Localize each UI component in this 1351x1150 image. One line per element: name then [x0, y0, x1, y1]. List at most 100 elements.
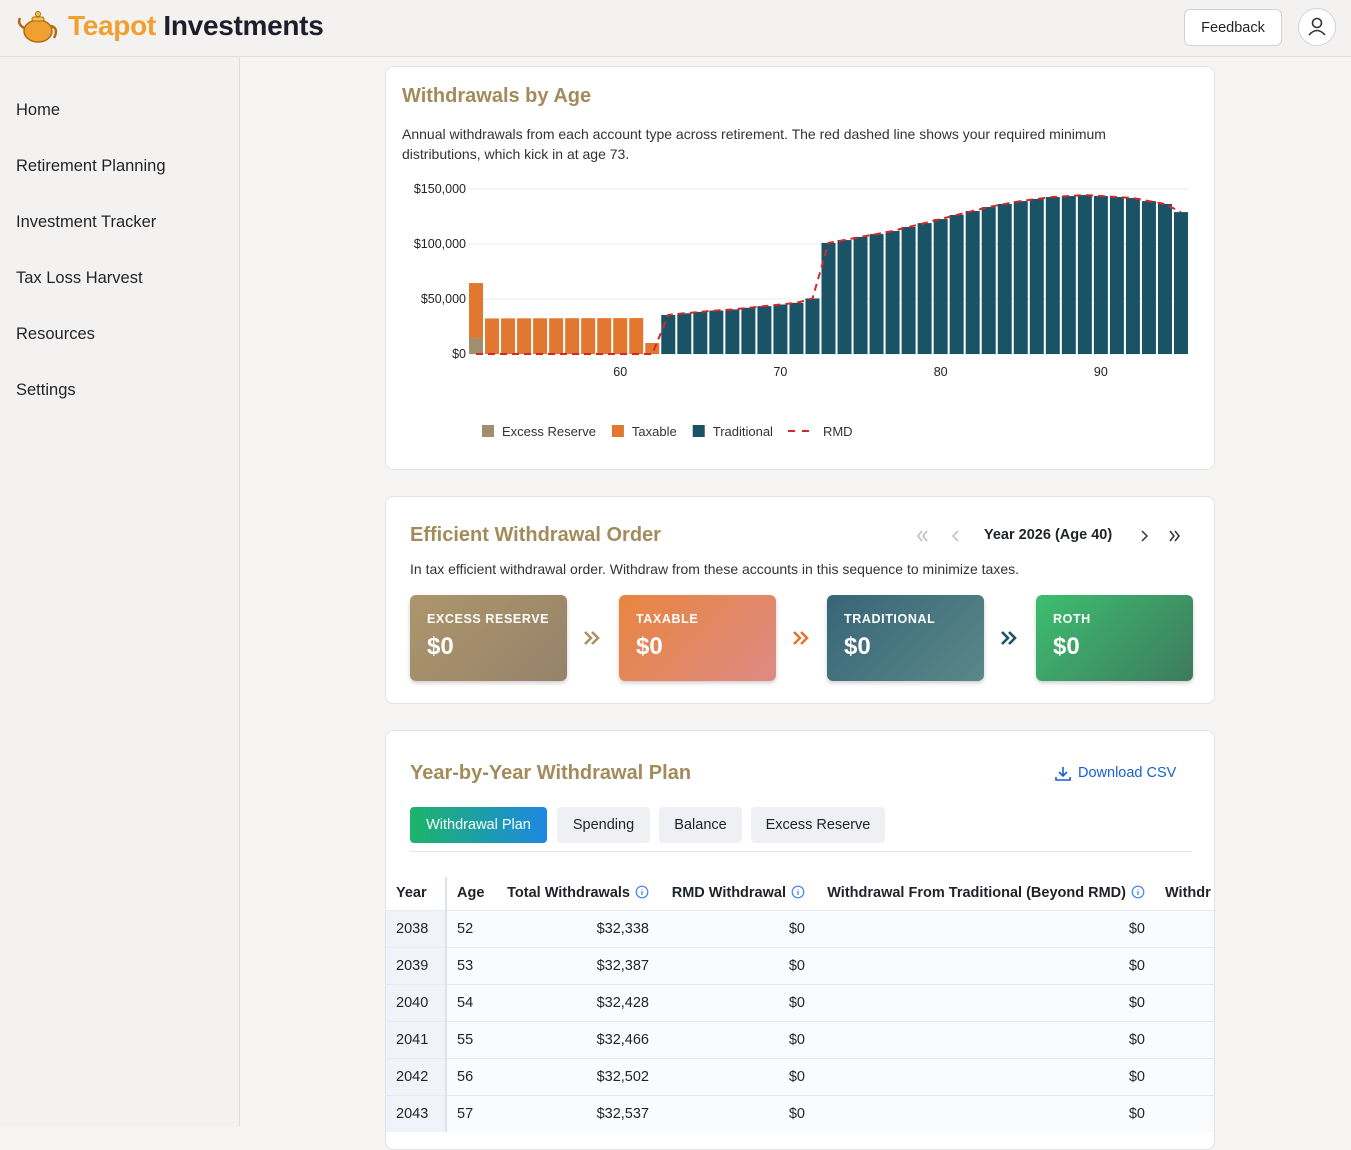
brand-second: Investments	[163, 10, 324, 41]
bar-segment	[1109, 197, 1124, 354]
bar-segment	[981, 207, 996, 354]
info-icon[interactable]	[1131, 885, 1145, 899]
bar-segment	[645, 343, 660, 354]
tab[interactable]: Balance	[659, 807, 742, 843]
nav-item[interactable]: Home	[16, 101, 61, 119]
brand[interactable]: Teapot Investments	[68, 10, 324, 42]
bar-segment	[693, 311, 708, 354]
account-amount: $0	[427, 633, 454, 660]
legend-label: RMD	[823, 424, 853, 439]
column-header: Age	[446, 877, 491, 910]
table-cell	[1155, 1020, 1214, 1058]
account-amount: $0	[1053, 633, 1080, 660]
download-icon	[1055, 767, 1071, 781]
info-icon[interactable]	[635, 885, 649, 899]
table-cell: $32,537	[491, 1094, 659, 1132]
bar-segment	[965, 211, 980, 354]
bar-segment	[837, 240, 852, 354]
bar-segment	[469, 283, 484, 339]
order-arrow-path	[1001, 631, 1017, 645]
column-header: Total Withdrawals	[491, 877, 659, 910]
bar-segment	[549, 318, 564, 354]
nav-item[interactable]: Resources	[16, 325, 95, 343]
legend-swatch	[692, 425, 705, 437]
bar-segment	[1125, 198, 1140, 354]
account-card: TRADITIONAL $0	[827, 595, 984, 681]
plan-title: Year-by-Year Withdrawal Plan	[410, 762, 692, 784]
table-cell: 2040	[386, 983, 447, 1021]
nav-item[interactable]: Tax Loss Harvest	[16, 269, 143, 287]
table-cell: $0	[659, 1094, 815, 1132]
nav-item[interactable]: Settings	[16, 381, 76, 399]
bar-segment	[933, 219, 948, 354]
bar-segment	[773, 304, 788, 354]
bar-segment	[725, 309, 740, 354]
table-cell	[1155, 909, 1214, 947]
order-arrow	[793, 631, 809, 645]
table-cell: $32,466	[491, 1020, 659, 1058]
feedback-button[interactable]: Feedback	[1184, 9, 1282, 46]
table-cell: $32,428	[491, 983, 659, 1021]
plan-table: Year Age Total Withdrawals RMD Withdrawal Wi…	[386, 877, 1214, 1132]
bar-segment	[789, 302, 804, 354]
x-tick-label: 60	[613, 365, 627, 379]
table-cell: $0	[659, 1020, 815, 1058]
bar-segment	[485, 318, 500, 354]
tab[interactable]: Spending	[557, 807, 650, 843]
column-header-text: Total Withdrawals	[507, 885, 630, 902]
table-cell: $32,502	[491, 1057, 659, 1095]
table-body: 2038 52 $32,338 $0 $0 2039 53 $32,387 $0 $0 2040 54…	[386, 909, 1214, 1132]
table-cell: $0	[815, 983, 1155, 1021]
download-csv[interactable]: Download CSV	[1078, 765, 1177, 781]
table-cell: 2038	[386, 909, 447, 947]
bar-segment	[709, 310, 724, 354]
user-button[interactable]	[1298, 8, 1336, 46]
logo-icon	[17, 11, 58, 43]
table-cell: $0	[815, 1094, 1155, 1132]
info-circle	[635, 885, 649, 899]
tab-active[interactable]: Withdrawal Plan	[410, 807, 547, 843]
table-cell: 57	[446, 1094, 491, 1132]
column-header: Year	[386, 877, 447, 910]
bar-segment	[1157, 203, 1172, 354]
y-tick-label: $100,000	[414, 237, 466, 251]
column-header: RMD Withdrawal	[659, 877, 815, 910]
bar-segment	[469, 338, 484, 354]
info-icon[interactable]	[791, 885, 805, 899]
table-cell	[1155, 946, 1214, 984]
tab[interactable]: Excess Reserve	[751, 807, 885, 843]
column-header: Withdrawal From Traditional (Beyond RMD)	[815, 877, 1155, 910]
nav-item[interactable]: Investment Tracker	[16, 213, 157, 231]
table-row: 2039 53 $32,387 $0 $0	[386, 946, 1214, 984]
table-cell: 2042	[386, 1057, 447, 1095]
order-arrow-path	[793, 631, 809, 645]
bar-segment	[501, 318, 516, 354]
brand-first: Teapot	[68, 10, 156, 41]
account-label: TRADITIONAL	[844, 612, 936, 626]
table-row: 2041 55 $32,466 $0 $0	[386, 1020, 1214, 1058]
bar-segment	[661, 314, 676, 354]
bar-segment	[597, 318, 612, 354]
bar-segment	[1093, 196, 1108, 354]
table-cell: $0	[659, 983, 815, 1021]
bar-segment	[1141, 201, 1156, 354]
column-header-text: Age	[457, 885, 485, 902]
bar-segment	[901, 226, 916, 354]
account-card: EXCESS RESERVE $0	[410, 595, 567, 681]
column-header-text: Year	[396, 885, 427, 902]
rmd-line	[476, 194, 1182, 355]
account-label: ROTH	[1053, 612, 1091, 626]
bar-segment	[1061, 196, 1076, 354]
header-row: Year Age Total Withdrawals RMD Withdrawal Wi…	[386, 877, 1214, 910]
user-icon	[1308, 17, 1326, 36]
table-row: 2042 56 $32,502 $0 $0	[386, 1057, 1214, 1095]
bar-segment	[885, 231, 900, 354]
table-cell: 53	[446, 946, 491, 984]
y-tick-label: $150,000	[414, 182, 466, 196]
bar-segment	[517, 318, 532, 354]
table-cell: 55	[446, 1020, 491, 1058]
nav-item[interactable]: Retirement Planning	[16, 157, 166, 175]
order-arrow	[584, 631, 600, 645]
account-label: EXCESS RESERVE	[427, 612, 550, 626]
bar-segment	[629, 318, 644, 354]
